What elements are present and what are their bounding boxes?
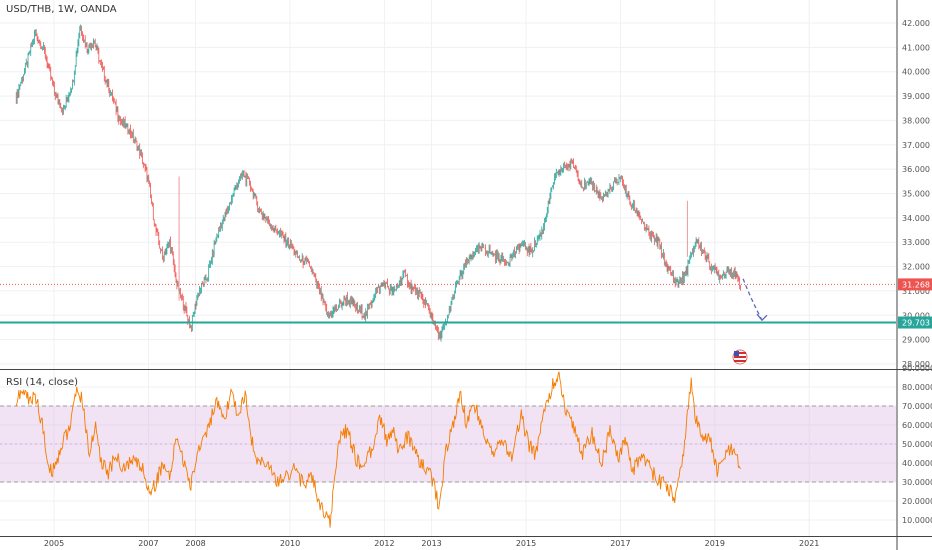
projection-arrow: [742, 278, 763, 321]
x-tick: 2008: [185, 539, 205, 548]
rsi-y-tick: 80.0000: [902, 383, 932, 392]
price-y-tick: 33.000: [902, 238, 930, 247]
price-y-tick: 34.000: [902, 214, 930, 223]
x-tick: 2010: [280, 539, 300, 548]
rsi-y-tick: 60.0000: [902, 421, 932, 430]
flag-icon[interactable]: [732, 349, 748, 365]
rsi-pane: [0, 371, 896, 528]
price-y-tick: 40.000: [902, 68, 930, 77]
price-level-label: 29.703: [902, 319, 930, 328]
price-y-tick: 37.000: [902, 141, 930, 150]
price-pane: [0, 24, 896, 342]
rsi-y-tick: 10.0000: [902, 516, 932, 525]
x-tick: 2017: [610, 539, 630, 548]
price-y-tick: 31.000: [902, 287, 930, 296]
projection-arrowhead: [756, 313, 768, 322]
price-y-tick: 39.000: [902, 92, 930, 101]
rsi-y-tick: 90.0000: [902, 364, 932, 373]
price-level-badge: [898, 316, 932, 329]
price-y-tick: 29.000: [902, 336, 930, 345]
rsi-y-tick: 40.0000: [902, 459, 932, 468]
x-tick: 2012: [374, 539, 394, 548]
price-y-tick: 35.000: [902, 190, 930, 199]
rsi-y-tick: 50.0000: [902, 440, 932, 449]
x-tick: 2021: [799, 539, 819, 548]
x-tick: 2005: [44, 539, 64, 548]
rsi-line: [15, 371, 742, 528]
x-tick: 2019: [705, 539, 725, 548]
price-y-tick: 38.000: [902, 116, 930, 125]
price-y-tick: 42.000: [902, 19, 930, 28]
price-y-tick: 41.000: [902, 43, 930, 52]
x-tick: 2015: [516, 539, 536, 548]
rsi-y-tick: 70.0000: [902, 402, 932, 411]
price-level-label: 31.268: [902, 280, 930, 289]
x-tick: 2013: [421, 539, 441, 548]
x-tick: 2007: [138, 539, 158, 548]
price-y-tick: 28.000: [902, 360, 930, 369]
price-y-tick: 30.000: [902, 311, 930, 320]
price-y-tick: 36.000: [902, 165, 930, 174]
price-level-badge: [898, 278, 932, 291]
price-chart-title: USD/THB, 1W, OANDA: [6, 4, 117, 15]
rsi-chart-title: RSI (14, close): [6, 377, 79, 388]
rsi-y-tick: 30.0000: [902, 478, 932, 487]
rsi-y-tick: 20.0000: [902, 497, 932, 506]
price-y-tick: 32.000: [902, 263, 930, 272]
